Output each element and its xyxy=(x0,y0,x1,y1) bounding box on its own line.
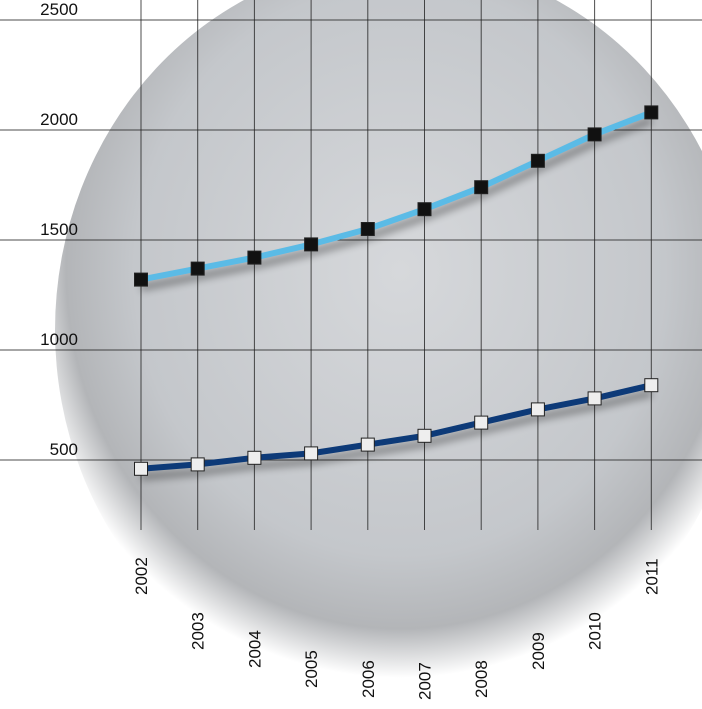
marker xyxy=(644,378,659,393)
series-line xyxy=(140,109,653,283)
x-tick-label: 2005 xyxy=(302,650,321,688)
y-tick-label: 2000 xyxy=(40,110,78,129)
y-tick-label: 1000 xyxy=(40,330,78,349)
marker xyxy=(417,202,432,217)
marker xyxy=(474,180,489,195)
marker xyxy=(304,237,319,252)
x-tick-label: 2007 xyxy=(416,662,435,700)
y-tick-label: 500 xyxy=(50,440,78,459)
y-tick-label: 1500 xyxy=(40,220,78,239)
y-tick-label: 2500 xyxy=(40,0,78,19)
marker xyxy=(190,261,205,276)
marker xyxy=(134,272,148,287)
marker xyxy=(247,250,262,265)
x-tick-label: 2003 xyxy=(189,612,208,650)
line-shadow xyxy=(140,117,653,292)
marker xyxy=(474,415,489,430)
marker xyxy=(190,457,205,472)
marker xyxy=(360,437,375,452)
x-tick-label: 2008 xyxy=(472,660,491,698)
x-tick-label: 2011 xyxy=(642,558,661,595)
marker xyxy=(530,153,545,168)
marker xyxy=(587,127,602,142)
x-tick-label: 2009 xyxy=(529,632,548,670)
x-tick-label: 2006 xyxy=(359,660,378,698)
x-tick-label: 2010 xyxy=(586,612,605,650)
marker xyxy=(360,222,375,236)
marker xyxy=(247,450,262,465)
marker xyxy=(587,391,602,406)
series-line xyxy=(140,382,652,472)
marker xyxy=(417,428,432,443)
marker xyxy=(644,105,659,120)
marker xyxy=(530,402,545,417)
x-tick-label: 2002 xyxy=(132,557,151,595)
x-tick-label: 2004 xyxy=(245,630,264,668)
line-shadow xyxy=(140,389,653,481)
marker xyxy=(304,446,319,461)
marker xyxy=(134,461,148,476)
